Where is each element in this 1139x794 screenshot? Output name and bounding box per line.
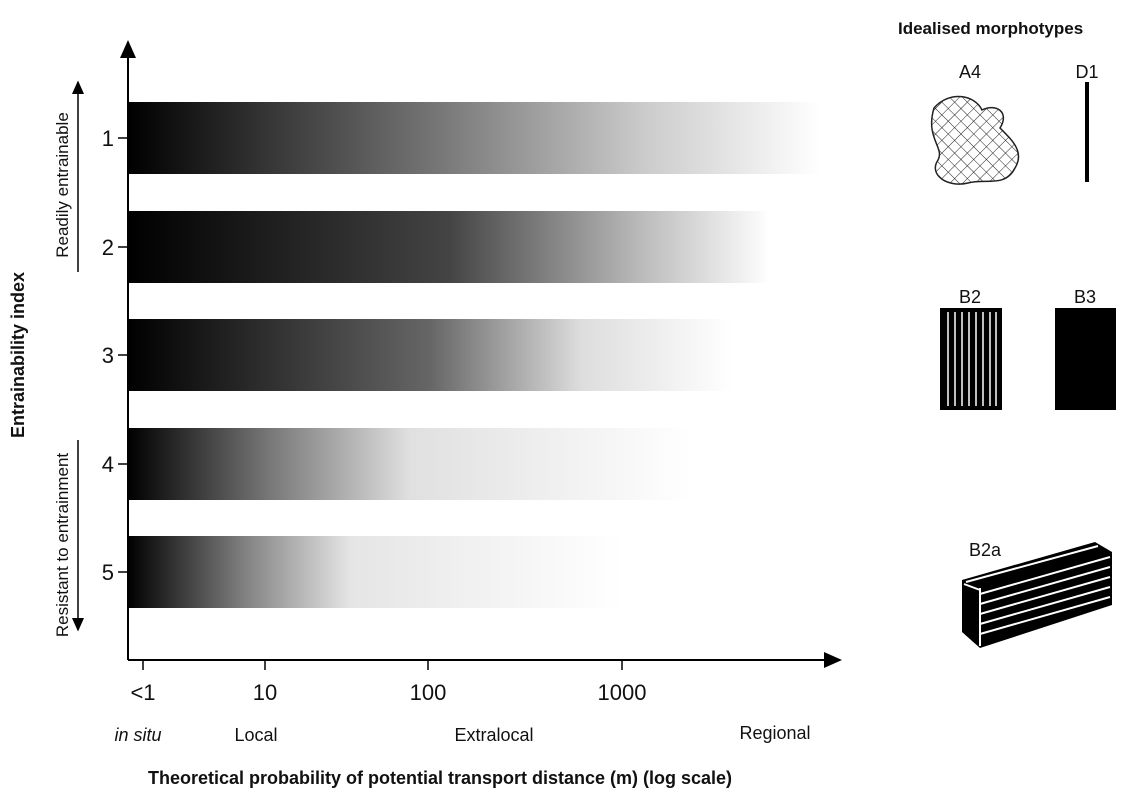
shape-b2 — [940, 308, 1002, 410]
zone-label: Extralocal — [454, 725, 533, 745]
y-labels: 1 2 3 4 5 — [102, 126, 114, 585]
zone-label: Regional — [739, 723, 810, 743]
arrow-label: Readily entrainable — [53, 112, 72, 258]
zone-label: in situ — [114, 725, 161, 745]
morphotype-label: B3 — [1074, 287, 1096, 307]
y-label: 2 — [102, 235, 114, 260]
bar — [128, 211, 770, 283]
morphotype-label: B2 — [959, 287, 981, 307]
arrow-label: Resistant to entrainment — [53, 453, 72, 638]
y-label: 1 — [102, 126, 114, 151]
bar — [128, 102, 820, 174]
shape-a4 — [932, 96, 1019, 184]
morphotype-label: A4 — [959, 62, 981, 82]
x-tick-label: <1 — [130, 680, 155, 705]
x-labels: <1 10 100 1000 — [130, 680, 646, 705]
y-label: 3 — [102, 343, 114, 368]
bars — [128, 102, 820, 608]
bar — [128, 319, 732, 391]
bar — [128, 428, 693, 500]
zones: in situ Local Extralocal Regional — [114, 723, 810, 745]
y-label: 5 — [102, 560, 114, 585]
bar — [128, 536, 622, 608]
diagram: 1 2 3 4 5 Entrainability index Readily e… — [0, 0, 1139, 794]
x-tick-label: 100 — [410, 680, 447, 705]
x-tick-label: 1000 — [598, 680, 647, 705]
morphotype-label: D1 — [1075, 62, 1098, 82]
y-title: Entrainability index — [8, 272, 28, 438]
morphotype-label: B2a — [969, 540, 1002, 560]
morphotypes: A4 D1 B2 B3 B2a — [932, 62, 1116, 648]
zone-label: Local — [234, 725, 277, 745]
x-title: Theoretical probability of potential tra… — [148, 768, 732, 788]
morphotypes-title: Idealised morphotypes — [898, 19, 1083, 38]
x-tick-label: 10 — [253, 680, 277, 705]
y-label: 4 — [102, 452, 114, 477]
shape-b3 — [1055, 308, 1116, 410]
